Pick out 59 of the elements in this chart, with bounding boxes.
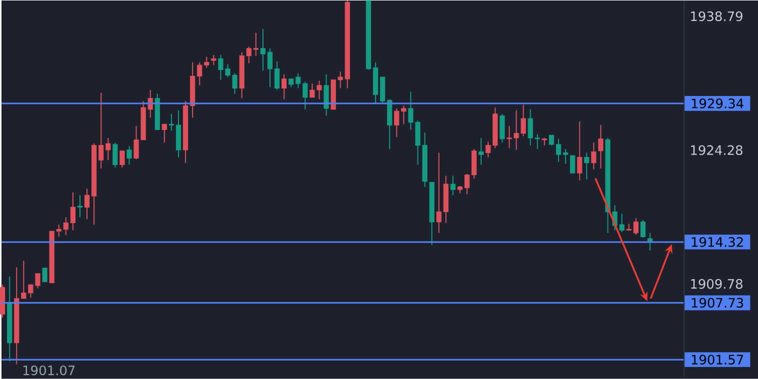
candlestick — [570, 155, 576, 174]
candlestick — [98, 92, 104, 169]
candlestick — [619, 212, 624, 232]
candlestick — [478, 137, 484, 166]
candlestick — [450, 175, 456, 196]
candlestick — [197, 62, 202, 86]
candlestick — [591, 142, 596, 170]
annotation: 1901.07 — [23, 365, 75, 376]
candlestick — [253, 32, 258, 56]
candlestick — [577, 120, 582, 181]
candlestick — [302, 81, 308, 110]
candlestick — [296, 72, 301, 89]
candlestick — [282, 74, 287, 100]
y-tick-label: 1924.28 — [691, 145, 742, 155]
candlestick — [548, 134, 554, 146]
candlestick — [338, 70, 343, 89]
ref-line-label: 1914.32 — [692, 237, 743, 247]
candlestick — [563, 148, 568, 164]
candlestick — [211, 54, 216, 66]
candlestick — [520, 104, 526, 136]
candlestick — [42, 267, 48, 282]
candlestick — [584, 152, 590, 180]
y-tick-label: 1938.79 — [691, 11, 742, 22]
candlestick — [168, 113, 174, 131]
candlestick — [162, 123, 167, 143]
candlestick — [500, 113, 505, 143]
candlestick — [640, 219, 646, 238]
candlestick — [380, 76, 386, 104]
candlestick — [21, 260, 26, 299]
candlestick — [633, 218, 638, 236]
candlestick — [464, 173, 470, 195]
candlestick — [486, 141, 491, 158]
candlestick — [324, 74, 329, 116]
candlestick — [126, 146, 132, 166]
candlestick — [70, 192, 76, 231]
candlestick — [534, 134, 540, 150]
ref-line-label: 1929.34 — [692, 98, 744, 108]
candlestick — [56, 224, 62, 238]
candlestick — [120, 150, 125, 168]
candlestick — [274, 60, 280, 90]
candlestick — [84, 188, 90, 220]
candlestick — [246, 46, 252, 64]
ref-line-label: 1907.73 — [692, 298, 744, 308]
candlestick — [401, 105, 406, 124]
candlestick — [204, 56, 210, 68]
candlestick — [112, 142, 118, 168]
candlestick — [63, 216, 68, 236]
candlestick — [267, 48, 273, 88]
candlestick — [394, 108, 400, 138]
candlestick — [556, 138, 562, 162]
candlestick — [436, 152, 442, 234]
candlestick — [77, 194, 83, 218]
y-tick-label: 1909.78 — [691, 278, 742, 289]
candlestick — [528, 108, 533, 146]
candlestick — [260, 28, 266, 71]
ref-line-label: 1901.57 — [692, 354, 743, 364]
candlestick — [472, 148, 477, 179]
candlestick — [106, 137, 111, 160]
candlestick — [598, 124, 604, 169]
